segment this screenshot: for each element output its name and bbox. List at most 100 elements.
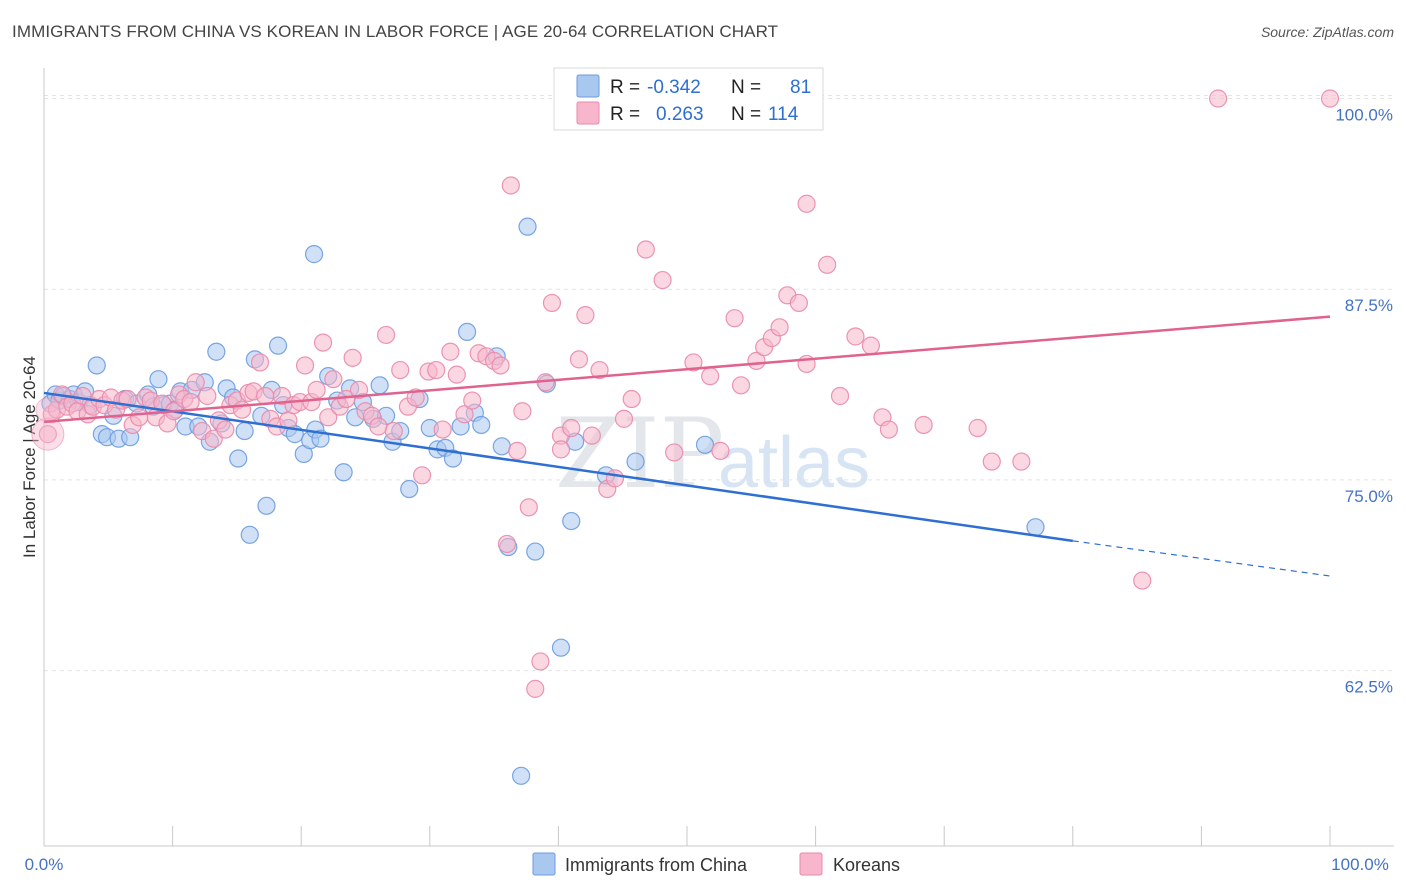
data-point bbox=[590, 360, 609, 380]
data-point bbox=[695, 435, 715, 454]
legend-r-value-koreans: 0.263 bbox=[656, 104, 704, 125]
data-point bbox=[384, 421, 403, 441]
data-point bbox=[457, 322, 477, 342]
data-point bbox=[406, 388, 425, 407]
legend-n-label-china: N = bbox=[731, 77, 761, 98]
data-point bbox=[562, 418, 581, 438]
data-point bbox=[257, 496, 276, 515]
legend-r-label-china: R = bbox=[610, 77, 640, 98]
data-point bbox=[207, 342, 226, 361]
data-point bbox=[319, 408, 338, 427]
data-point bbox=[295, 356, 315, 375]
data-point bbox=[229, 449, 248, 468]
data-point bbox=[846, 327, 865, 346]
data-point bbox=[501, 176, 520, 195]
legend-n-label-koreans: N = bbox=[731, 104, 761, 125]
x-tick-label-min: 0.0% bbox=[25, 855, 64, 874]
data-point bbox=[542, 293, 562, 313]
data-point bbox=[412, 466, 432, 485]
y-tick-label: 87.5% bbox=[1345, 296, 1393, 315]
data-point bbox=[447, 365, 466, 384]
data-point bbox=[1320, 89, 1340, 108]
data-point bbox=[701, 367, 720, 386]
data-point bbox=[250, 353, 270, 372]
data-point bbox=[576, 306, 595, 325]
x-axis-ticks bbox=[43, 826, 1331, 846]
data-point bbox=[513, 402, 532, 421]
trend-line-china-extension bbox=[1072, 540, 1331, 577]
legend-n-value-koreans: 114 bbox=[768, 104, 799, 125]
data-point bbox=[149, 370, 168, 389]
data-point bbox=[622, 389, 641, 409]
data-point bbox=[307, 380, 326, 399]
source-credit: Source: ZipAtlas.com bbox=[1260, 24, 1394, 40]
legend-swatch-koreans bbox=[576, 101, 600, 125]
bottom-legend-label-china: Immigrants from China bbox=[565, 855, 748, 875]
legend-swatch-china bbox=[576, 74, 600, 98]
data-point bbox=[443, 449, 463, 468]
data-point bbox=[343, 348, 362, 367]
legend-r-value-china: -0.342 bbox=[647, 77, 701, 98]
data-point bbox=[861, 336, 880, 355]
data-point bbox=[240, 525, 259, 544]
trend-lines bbox=[43, 315, 1331, 577]
data-point bbox=[605, 469, 625, 488]
data-point bbox=[968, 418, 987, 438]
data-point bbox=[982, 452, 1001, 471]
y-axis-label: In Labor Force | Age 20-64 bbox=[20, 356, 39, 558]
bottom-legend-swatch-china bbox=[532, 852, 556, 876]
data-point bbox=[455, 405, 474, 424]
y-tick-label: 100.0% bbox=[1335, 106, 1393, 125]
data-point bbox=[313, 333, 333, 352]
series-koreans-points bbox=[31, 89, 1340, 698]
data-point bbox=[526, 679, 545, 698]
data-point bbox=[181, 392, 200, 412]
data-point bbox=[725, 309, 744, 328]
data-point bbox=[569, 350, 589, 369]
legend-r-label-koreans: R = bbox=[610, 104, 640, 125]
data-point bbox=[797, 194, 816, 213]
chart-title: IMMIGRANTS FROM CHINA VS KOREAN IN LABOR… bbox=[12, 22, 779, 41]
data-point bbox=[551, 638, 571, 657]
data-point-cluster bbox=[31, 417, 65, 451]
data-point bbox=[433, 420, 452, 439]
data-point bbox=[370, 376, 389, 395]
data-point bbox=[1209, 89, 1228, 108]
data-point bbox=[914, 415, 933, 435]
data-point bbox=[334, 463, 353, 482]
data-point bbox=[38, 425, 57, 444]
series-legend: Immigrants from China Koreans bbox=[532, 852, 900, 876]
grid-lines bbox=[44, 95, 1394, 672]
data-point bbox=[216, 420, 235, 439]
data-point bbox=[665, 443, 684, 462]
data-point bbox=[508, 441, 527, 460]
data-point bbox=[427, 360, 446, 380]
data-point bbox=[770, 318, 789, 337]
bottom-legend-label-koreans: Koreans bbox=[833, 855, 900, 875]
data-point bbox=[130, 408, 149, 427]
data-point bbox=[441, 342, 460, 361]
data-point-cluster bbox=[35, 397, 61, 423]
data-point bbox=[87, 356, 106, 375]
trend-line-koreans bbox=[43, 315, 1331, 424]
y-tick-label: 62.5% bbox=[1345, 678, 1393, 697]
watermark: ZIP atlas bbox=[555, 398, 870, 510]
data-point bbox=[186, 373, 205, 392]
data-point bbox=[789, 293, 808, 313]
data-point bbox=[369, 417, 388, 436]
data-point bbox=[526, 542, 545, 561]
data-point bbox=[614, 409, 634, 428]
data-point bbox=[491, 356, 510, 375]
data-point bbox=[349, 380, 369, 399]
data-point bbox=[626, 452, 645, 471]
data-point bbox=[711, 441, 730, 460]
stats-legend: R = -0.342 N = 81 R = 0.263 N = 114 bbox=[553, 67, 824, 131]
data-point bbox=[731, 376, 751, 395]
data-point bbox=[879, 420, 899, 439]
legend-n-value-china: 81 bbox=[790, 77, 811, 98]
data-point bbox=[830, 386, 850, 406]
bottom-legend-swatch-koreans bbox=[799, 852, 823, 876]
data-point bbox=[512, 766, 531, 785]
data-point bbox=[531, 652, 550, 671]
